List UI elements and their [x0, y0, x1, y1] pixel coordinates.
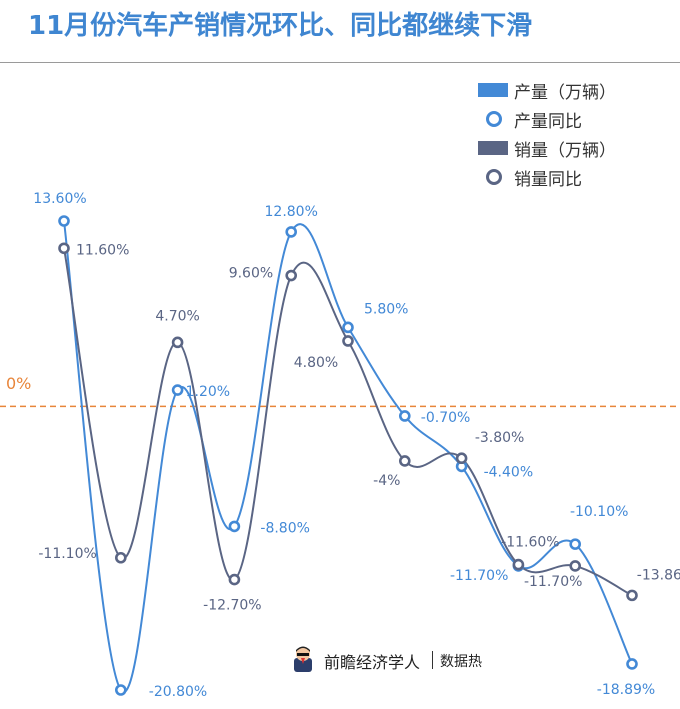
- data-label: 4.70%: [155, 308, 199, 324]
- data-label: -4%: [373, 473, 400, 489]
- data-label: -11.70%: [524, 574, 582, 590]
- data-point: [455, 452, 468, 465]
- legend-item-sales-yoy: 销量同比: [478, 163, 678, 192]
- data-point: [228, 520, 241, 533]
- legend-marker-production-yoy: [486, 111, 502, 127]
- data-point: [569, 560, 582, 572]
- title-divider: [0, 62, 680, 63]
- data-point: [171, 336, 184, 349]
- brand-name: 前瞻经济学人: [324, 653, 421, 672]
- data-label-layer: 13.60% -20.80% 1.20% -8.80% 12.80% 5.80% -0.70…: [33, 191, 680, 700]
- legend-label: 销量（万辆）: [514, 141, 616, 161]
- data-label: 5.80%: [364, 301, 408, 317]
- data-label: -11.10%: [38, 546, 96, 562]
- legend-swatch-production: [478, 83, 508, 97]
- data-label: -12.70%: [203, 598, 261, 614]
- brand-subtitle: 数据热: [440, 654, 482, 670]
- legend-label: 产量同比: [514, 112, 582, 132]
- data-label: 9.60%: [229, 266, 273, 282]
- data-point: [626, 589, 638, 602]
- legend-label: 销量同比: [514, 170, 582, 190]
- data-point: [512, 558, 525, 571]
- legend-item-production-yoy: 产量同比: [478, 105, 678, 134]
- data-point: [58, 215, 70, 227]
- legend: 产量（万辆） 产量同比 销量（万辆） 销量同比: [478, 76, 678, 192]
- data-label: -3.80%: [475, 430, 525, 446]
- data-label: 11.60%: [76, 242, 129, 258]
- data-point: [58, 242, 70, 255]
- zero-line-label: 0%: [6, 374, 32, 393]
- series-layer: [58, 215, 638, 696]
- brand-separator: [432, 651, 433, 669]
- data-label: -10.10%: [570, 504, 628, 520]
- avatar-icon: [294, 646, 312, 672]
- data-label: -0.70%: [421, 410, 471, 426]
- data-point: [285, 226, 298, 238]
- data-label: -18.89%: [597, 682, 655, 698]
- data-point: [569, 538, 582, 550]
- data-point: [285, 269, 298, 282]
- data-label: -4.40%: [484, 464, 534, 480]
- data-point: [342, 335, 354, 347]
- data-label: 12.80%: [265, 204, 318, 220]
- legend-item-sales: 销量（万辆）: [478, 134, 678, 163]
- data-point: [398, 455, 411, 467]
- legend-swatch-sales: [478, 141, 508, 155]
- data-label: 1.20%: [186, 384, 230, 400]
- data-label: -13.86%: [637, 567, 680, 583]
- data-label: -11.60%: [501, 535, 559, 551]
- legend-item-production: 产量（万辆）: [478, 76, 678, 105]
- data-point: [398, 410, 411, 422]
- data-point: [626, 658, 638, 670]
- data-point: [115, 684, 127, 696]
- data-label: 4.80%: [294, 355, 338, 371]
- data-label: 13.60%: [33, 191, 86, 207]
- data-label: -11.70%: [450, 568, 508, 584]
- legend-label: 产量（万辆）: [514, 83, 616, 103]
- data-point: [115, 551, 127, 564]
- data-point: [171, 384, 184, 396]
- data-point: [342, 321, 354, 334]
- data-label: -20.80%: [149, 684, 207, 700]
- chart-title: 11月份汽车产销情况环比、同比都继续下滑: [28, 11, 533, 41]
- legend-marker-sales-yoy: [486, 169, 502, 185]
- data-label: -8.80%: [260, 520, 310, 536]
- data-point: [228, 573, 241, 586]
